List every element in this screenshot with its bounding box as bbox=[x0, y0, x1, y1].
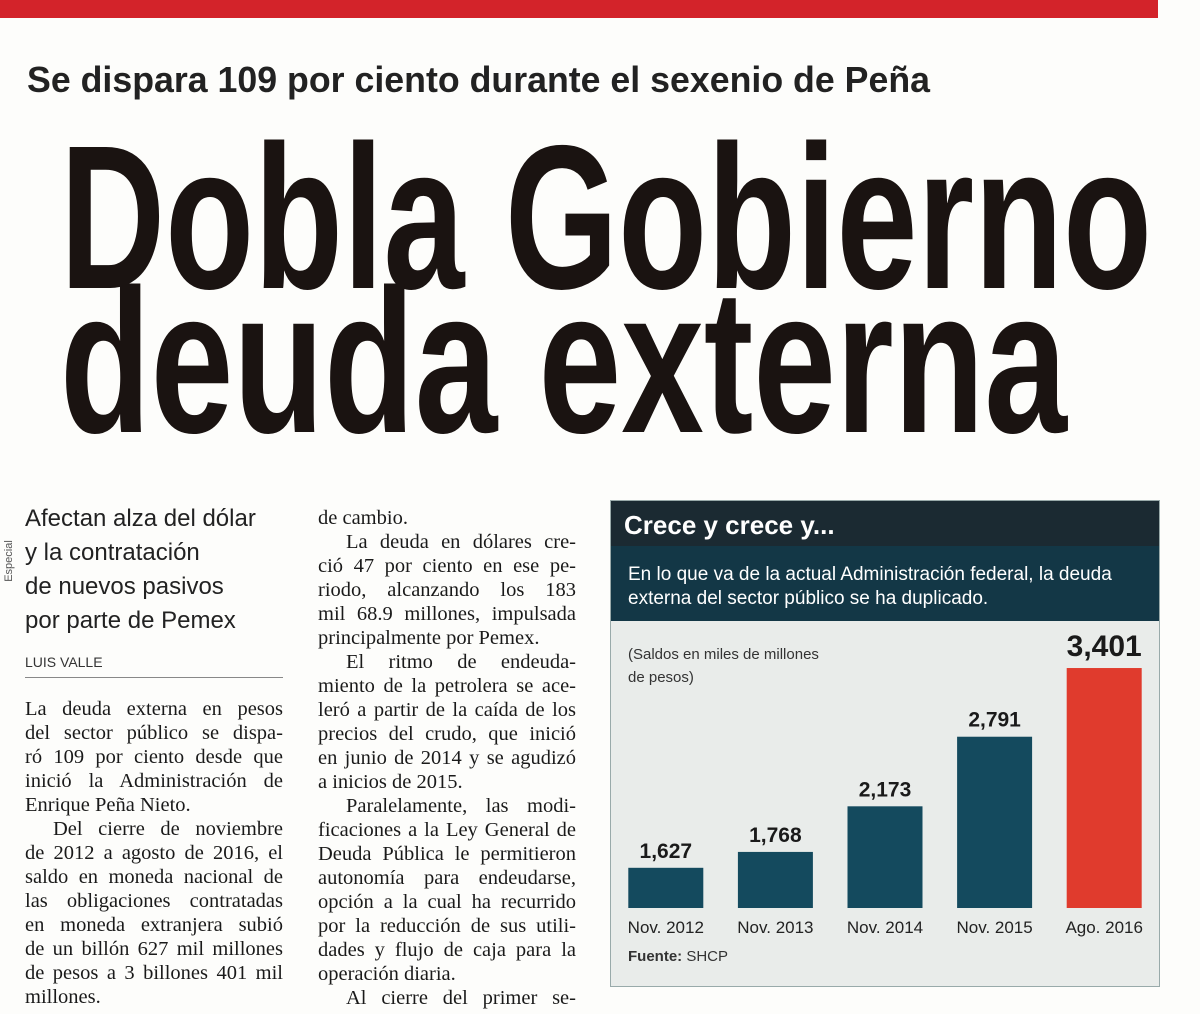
text-line: las obligaciones contratadas bbox=[25, 890, 283, 912]
bar bbox=[957, 736, 1033, 908]
value-label: 2,791 bbox=[968, 709, 1021, 732]
kicker: Se dispara 109 por ciento durante el sex… bbox=[27, 59, 931, 100]
deck-line: por parte de Pemex bbox=[25, 607, 236, 634]
text-line: ció 47 por ciento en ese pe- bbox=[318, 555, 576, 577]
byline: LUIS VALLE bbox=[25, 654, 103, 670]
text-line: Deuda Pública le permitieron bbox=[318, 843, 576, 865]
rule bbox=[25, 677, 283, 678]
text-line: del sector público se dispa- bbox=[25, 722, 283, 744]
text-line: opción a la cual ha recurrido bbox=[318, 891, 576, 913]
text-line: El ritmo de endeuda- bbox=[346, 651, 576, 673]
x-tick-label: Nov. 2015 bbox=[956, 918, 1032, 937]
x-tick-label: Nov. 2014 bbox=[847, 918, 923, 937]
column: La deuda externa en pesos del sector púb… bbox=[25, 697, 283, 1009]
text-line: Al cierre del primer se- bbox=[346, 987, 576, 1009]
photo-credit: Especial bbox=[2, 540, 15, 582]
bar bbox=[737, 851, 813, 908]
text-line: a inicios de 2015. bbox=[318, 771, 463, 793]
deck-line: Afectan alza del dólar bbox=[25, 505, 256, 532]
text-line: ficaciones a la Ley General de bbox=[318, 819, 576, 841]
text-line: millones. bbox=[25, 986, 101, 1008]
source-label: Fuente: bbox=[628, 948, 683, 965]
text-line: inició la Administración de bbox=[25, 770, 283, 792]
column: de cambio. La deuda en dólares cre- ció … bbox=[318, 506, 576, 1010]
chart-box: Crece y crece y... En lo que va de la ac… bbox=[610, 500, 1160, 987]
text-line: de un billón 627 mil millones bbox=[25, 938, 283, 960]
text-line: de cambio. bbox=[318, 507, 408, 529]
text-line: Paralelamente, las modi- bbox=[346, 795, 576, 817]
text-line: por la reducción de sus utili- bbox=[318, 915, 576, 937]
value-label: 2,173 bbox=[859, 778, 912, 801]
text-line: Del cierre de noviembre bbox=[53, 818, 283, 840]
text-line: en junio de 2014 y se agudizó bbox=[318, 747, 576, 769]
chart-title: Crece y crece y... bbox=[624, 510, 835, 540]
text-line: Enrique Peña Nieto. bbox=[25, 794, 191, 816]
top-bar bbox=[0, 0, 1158, 18]
value-label: 3,401 bbox=[1067, 630, 1142, 663]
text-line: de 2012 a agosto de 2016, el bbox=[25, 842, 283, 864]
chart-source: Fuente: SHCP bbox=[628, 948, 728, 965]
chart-subtitle: En lo que va de la actual Administración… bbox=[628, 564, 1112, 609]
deck-line: de nuevos pasivos bbox=[25, 573, 224, 600]
deck-line: y la contratación bbox=[25, 539, 200, 566]
text-line: precios del crudo, que inició bbox=[318, 723, 576, 745]
x-tick-label: Nov. 2012 bbox=[628, 918, 704, 937]
text-line: mil 68.9 millones, impulsada bbox=[318, 603, 576, 625]
text-line: dades y flujo de caja para la bbox=[318, 939, 576, 961]
text-line: miento de la petrolera se ace- bbox=[318, 675, 576, 697]
headline: deuda externa bbox=[60, 247, 1068, 476]
chart: Nov. 2012 1,627 Nov. 2013 1,768 Nov. 2014 2,1… bbox=[628, 630, 1143, 937]
text-line: La deuda externa en pesos bbox=[25, 698, 283, 720]
chart-subtitle-bar bbox=[611, 546, 1159, 621]
text-line: operación diaria. bbox=[318, 963, 456, 985]
chart-note: (Saldos en miles de millones de pesos) bbox=[628, 646, 819, 686]
bar bbox=[1066, 668, 1142, 908]
value-label: 1,627 bbox=[640, 840, 693, 863]
chart-title-bar bbox=[611, 501, 1159, 546]
value-label: 1,768 bbox=[749, 824, 802, 847]
text-line: leró a partir de la caída de los bbox=[318, 699, 576, 721]
text-line: ró 109 por ciento desde que bbox=[25, 746, 283, 768]
bar bbox=[847, 806, 923, 908]
text-line: autonomía para endeudarse, bbox=[318, 867, 576, 889]
source: SHCP bbox=[686, 948, 729, 965]
x-tick-label: Ago. 2016 bbox=[1065, 918, 1143, 937]
x-tick-label: Nov. 2013 bbox=[737, 918, 813, 937]
text-line: saldo en moneda nacional de bbox=[25, 866, 283, 888]
text-line: La deuda en dólares cre- bbox=[346, 531, 576, 553]
bar bbox=[628, 867, 704, 908]
header: Se dispara 109 por ciento durante el sex… bbox=[27, 59, 1152, 476]
text-line: de pesos a 3 billones 401 mil bbox=[25, 962, 283, 984]
text-line: principalmente por Pemex. bbox=[318, 627, 540, 649]
text-line: en moneda extranjera subió bbox=[25, 914, 283, 936]
text-line: riodo, alcanzando los 183 bbox=[318, 579, 576, 601]
deck: Afectan alza del dólar y la contratación… bbox=[25, 502, 256, 638]
headline: Dobla Gobierno bbox=[60, 103, 1152, 332]
